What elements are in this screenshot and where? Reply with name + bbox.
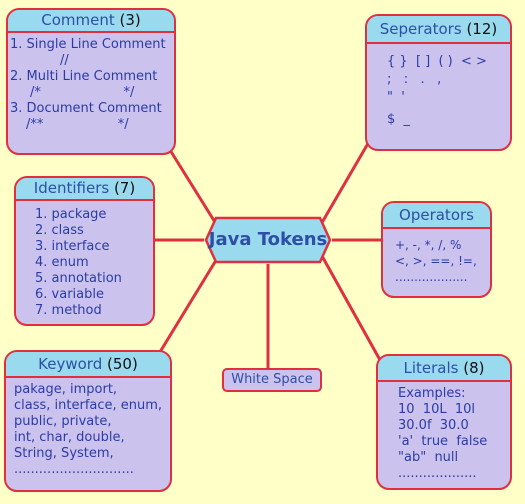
operators-header: Operators: [383, 203, 490, 229]
identifier-item: 3. interface: [35, 239, 110, 254]
comment-header: Comment (3): [8, 10, 174, 33]
literal-line: 30.0f 30.0: [398, 418, 469, 433]
keyword-line: pakage, import,: [14, 382, 118, 397]
keyword-count: (50): [107, 355, 138, 373]
comment-line: //: [60, 53, 69, 68]
keyword-title: Keyword: [38, 355, 103, 373]
identifier-item: 6. variable: [35, 287, 104, 302]
literals-header: Literals (8): [378, 356, 510, 382]
separator-line: $ _: [387, 112, 411, 127]
comment-line: 2. Multi Line Comment: [10, 69, 158, 84]
keyword-box: Keyword (50) pakage, import, class, inte…: [4, 350, 172, 492]
comment-title: Comment: [41, 11, 115, 29]
separator-line: ; : . ,: [387, 72, 442, 87]
identifier-item: 5. annotation: [35, 271, 122, 286]
hexagon-shape: [204, 216, 332, 264]
java-tokens-node: Java Tokens: [204, 216, 332, 264]
identifier-item: 4. enum: [35, 255, 89, 270]
separators-title: Seperators: [379, 20, 462, 38]
operators-box: Operators +, -, *, /, % <, >, ==, !=, ..…: [381, 201, 492, 298]
keyword-line: public, private,: [14, 414, 112, 429]
separator-line: " ': [387, 90, 405, 105]
comment-line: 1. Single Line Comment: [10, 37, 166, 52]
literal-line: "ab" null: [398, 450, 459, 465]
keyword-line: class, interface, enum,: [14, 398, 163, 413]
identifiers-title: Identifiers: [33, 179, 110, 197]
keyword-header: Keyword (50): [6, 352, 170, 378]
literal-line: 'a' true false: [398, 434, 488, 449]
connector-keyword: [158, 256, 220, 353]
connector-separators: [318, 139, 372, 227]
operator-line: +, -, *, /, %: [395, 238, 462, 252]
connector-comment: [168, 149, 220, 228]
operator-line: <, >, ==, !=,: [395, 254, 477, 268]
identifiers-header: Identifiers (7): [16, 178, 153, 201]
comment-count: (3): [119, 11, 141, 29]
separators-header: Seperators (12): [367, 16, 510, 44]
connector-literals: [320, 255, 382, 361]
separators-count: (12): [466, 20, 498, 38]
operators-title: Operators: [399, 206, 474, 224]
comment-line: /** */: [26, 117, 129, 132]
comment-line: 3. Document Comment: [10, 101, 162, 116]
literals-title: Literals: [403, 359, 459, 377]
comment-box: Comment (3) 1. Single Line Comment // 2.…: [6, 8, 176, 155]
identifiers-count: (7): [113, 179, 136, 197]
java-tokens-label: Java Tokens: [208, 229, 328, 250]
white-space-label: White Space: [231, 372, 313, 387]
keyword-line: String, System,: [14, 446, 114, 461]
identifier-item: 7. method: [35, 303, 102, 318]
keyword-line: .............................: [14, 462, 134, 477]
literal-line: 10 10L 10l: [398, 402, 476, 417]
literals-count: (8): [463, 359, 485, 377]
identifiers-box: Identifiers (7) 1. package 2. class 3. i…: [14, 176, 155, 326]
keyword-line: int, char, double,: [14, 430, 125, 445]
literal-line: ...................: [398, 466, 477, 481]
identifier-item: 1. package: [35, 207, 107, 222]
comment-line: /* */: [30, 85, 135, 100]
separators-box: Seperators (12) { } [ ] ( ) < > ; : . , …: [365, 14, 512, 151]
literals-box: Literals (8) Examples: 10 10L 10l 30.0f …: [376, 354, 512, 490]
literal-line: Examples:: [398, 386, 466, 401]
white-space-node: White Space: [222, 368, 322, 392]
operator-line: ...................: [395, 270, 468, 284]
separator-line: { } [ ] ( ) < >: [387, 54, 487, 69]
identifier-item: 2. class: [35, 223, 84, 238]
